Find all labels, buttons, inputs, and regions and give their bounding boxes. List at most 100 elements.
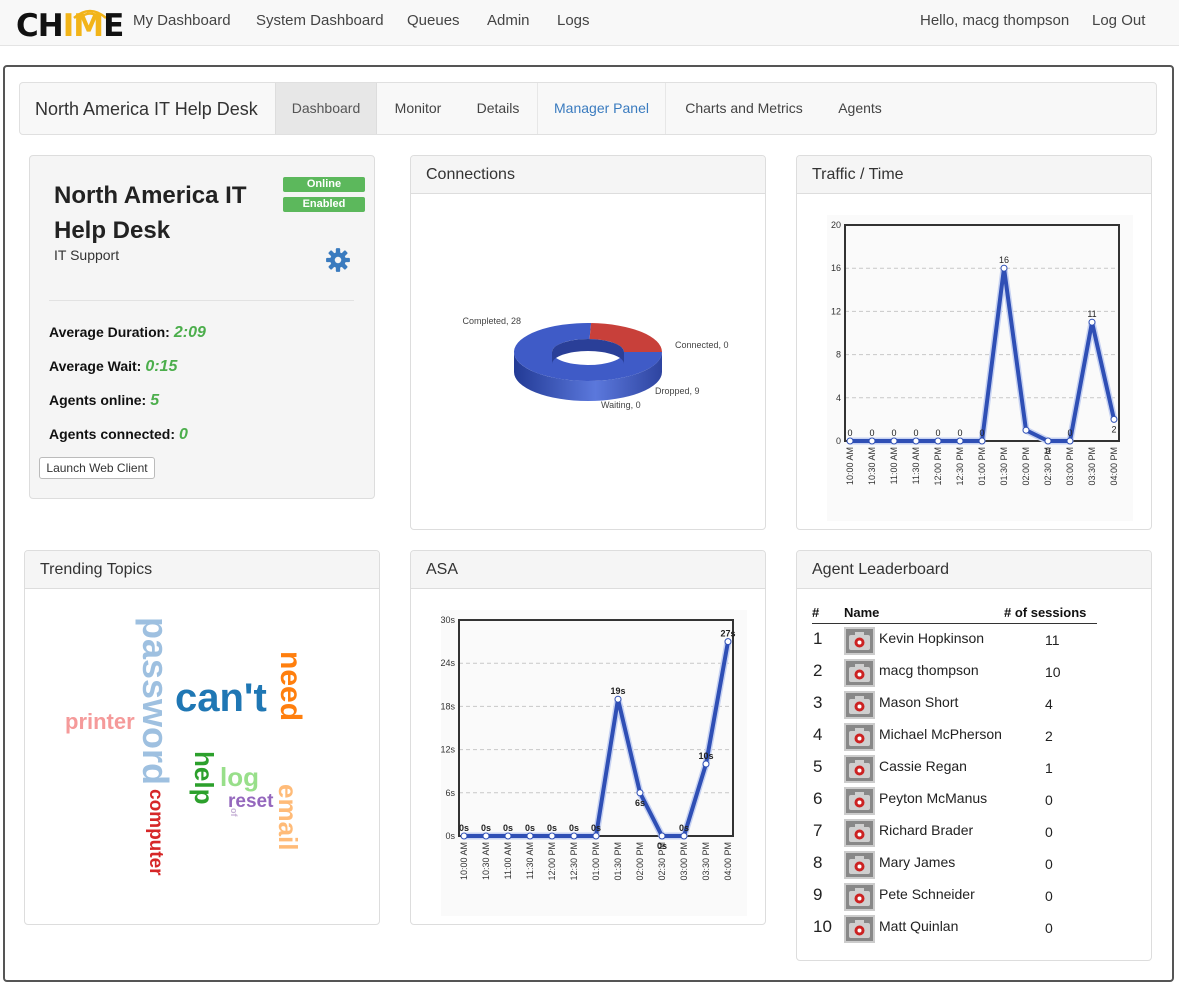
tab-monitor[interactable]: Monitor (394, 100, 442, 116)
gear-icon[interactable] (325, 247, 351, 273)
asa-point (680, 832, 688, 840)
logout-link[interactable]: Log Out (1092, 12, 1146, 29)
donut-label-connected: Connected, 0 (675, 340, 729, 350)
chime-logo[interactable]: CHIME (16, 8, 124, 42)
asa-y-tick-label: 12s (440, 745, 455, 755)
traffic-x-tick-label: 11:00 AM (889, 447, 899, 484)
stat-average-duration: Average Duration: 2:09 (49, 324, 206, 341)
leaderboard-row: 1 Kevin Hopkinson 11 (797, 627, 1151, 659)
tab-details[interactable]: Details (476, 100, 520, 116)
asa-point (592, 832, 600, 840)
tab-manager-panel[interactable]: Manager Panel (537, 83, 666, 134)
traffic-y-tick-label: 12 (831, 306, 841, 316)
traffic-x-tick-label: 03:30 PM (1087, 447, 1097, 486)
traffic-point (912, 437, 920, 445)
agent-name[interactable]: macg thompson (879, 662, 979, 678)
nav-my-dashboard[interactable]: My Dashboard (133, 12, 231, 29)
leaderboard-rank: 7 (813, 821, 823, 840)
queue-title: North America IT Help Desk (54, 182, 247, 244)
tab-dashboard[interactable]: Dashboard (275, 83, 377, 134)
user-greeting[interactable]: Hello, macg thompson (920, 12, 1070, 29)
nav-system-dashboard[interactable]: System Dashboard (256, 12, 384, 29)
agent-name[interactable]: Mary James (879, 854, 956, 870)
agent-name[interactable]: Michael McPherson (879, 726, 1002, 742)
asa-panel: ASA 0s 6s 12s 18s 24s 30s 10:00 AM 10:30 AM 11:0… (410, 550, 766, 925)
asa-point (724, 638, 732, 646)
asa-data-label: 0s (547, 823, 557, 833)
asa-x-tick-label: 10:00 AM (459, 842, 469, 880)
agent-session-count: 0 (1045, 888, 1053, 904)
traffic-data-label: 2 (1111, 424, 1116, 434)
asa-x-tick-label: 11:30 AM (525, 842, 535, 879)
asa-y-tick-label: 18s (440, 701, 455, 711)
tab-agents[interactable]: Agents (838, 100, 882, 116)
agent-avatar-icon (844, 819, 875, 847)
asa-x-tick-label: 02:00 PM (635, 842, 645, 881)
agent-name[interactable]: Cassie Regan (879, 758, 967, 774)
agent-leaderboard-panel: Agent Leaderboard # Name # of sessions 1… (796, 550, 1152, 961)
agent-name[interactable]: Peyton McManus (879, 790, 988, 806)
traffic-point (1044, 437, 1052, 445)
donut-label-waiting: Waiting, 0 (601, 400, 641, 410)
traffic-point (890, 437, 898, 445)
traffic-data-label: 0 (957, 428, 962, 438)
traffic-data-label: 0 (935, 428, 940, 438)
asa-y-tick-label: 0s (445, 831, 455, 841)
asa-x-tick-label: 03:30 PM (701, 842, 711, 881)
nav-admin[interactable]: Admin (487, 12, 530, 29)
signal-icon (73, 9, 107, 19)
leaderboard-row: 8 Mary James 0 (797, 851, 1151, 883)
agent-avatar-icon (844, 915, 875, 943)
asa-data-label: 6s (635, 798, 645, 808)
asa-y-tick-label: 6s (445, 788, 455, 798)
traffic-point (1000, 264, 1008, 272)
cloud-word-help: help (189, 751, 219, 804)
connections-header: Connections (411, 156, 765, 194)
nav-queues[interactable]: Queues (407, 12, 460, 29)
agent-session-count: 11 (1045, 632, 1060, 648)
asa-x-tick-label: 02:30 PM (657, 842, 667, 881)
cloud-word-printer: printer (65, 709, 135, 734)
agent-avatar-icon (844, 755, 875, 783)
connections-panel: Connections Completed, 28 Connected, 0 Dro… (410, 155, 766, 530)
asa-x-tick-label: 04:00 PM (723, 842, 733, 881)
tab-charts-and-metrics[interactable]: Charts and Metrics (685, 100, 803, 116)
asa-point (570, 832, 578, 840)
queue-brand[interactable]: North America IT Help Desk (35, 99, 258, 119)
agent-name[interactable]: Pete Schneider (879, 886, 975, 902)
status-badge-enabled: Enabled (283, 197, 365, 212)
agent-name[interactable]: Kevin Hopkinson (879, 630, 985, 646)
asa-data-label: 10s (698, 751, 713, 761)
asa-point (658, 832, 666, 840)
leaderboard-header: Agent Leaderboard (797, 551, 1151, 589)
top-navbar: CHIME My Dashboard System Dashboard Queu… (0, 0, 1179, 46)
donut-side-completed (514, 352, 662, 401)
cloud-word-of: of (229, 808, 239, 817)
launch-web-client-button[interactable]: Launch Web Client (39, 457, 155, 479)
cloud-word-cant: can't (175, 676, 267, 720)
trending-topics-panel: Trending Topics password can't need printer… (24, 550, 380, 925)
agent-session-count: 0 (1045, 792, 1053, 808)
cloud-word-log: log (220, 762, 259, 792)
leaderboard-row: 3 Mason Short 4 (797, 691, 1151, 723)
leaderboard-row: 2 macg thompson 10 (797, 659, 1151, 691)
agent-name[interactable]: Mason Short (879, 694, 959, 710)
traffic-data-label: 0 (869, 428, 874, 438)
asa-data-label: 0s (459, 823, 469, 833)
asa-data-label: 0s (569, 823, 579, 833)
agent-avatar-icon (844, 883, 875, 911)
agent-avatar-icon (844, 723, 875, 751)
asa-point (460, 832, 468, 840)
agent-name[interactable]: Matt Quinlan (879, 918, 959, 934)
asa-x-tick-label: 11:00 AM (503, 842, 513, 879)
agent-avatar-icon (844, 691, 875, 719)
agent-name[interactable]: Richard Brader (879, 822, 974, 838)
leaderboard-row: 5 Cassie Regan 1 (797, 755, 1151, 787)
leaderboard-row: 4 Michael McPherson 2 (797, 723, 1151, 755)
cloud-word-need: need (274, 651, 307, 721)
stat-agents-connected: Agents connected: 0 (49, 426, 188, 443)
traffic-x-tick-label: 04:00 PM (1109, 447, 1119, 486)
nav-logs[interactable]: Logs (557, 12, 590, 29)
donut-slice-completed (514, 323, 662, 381)
